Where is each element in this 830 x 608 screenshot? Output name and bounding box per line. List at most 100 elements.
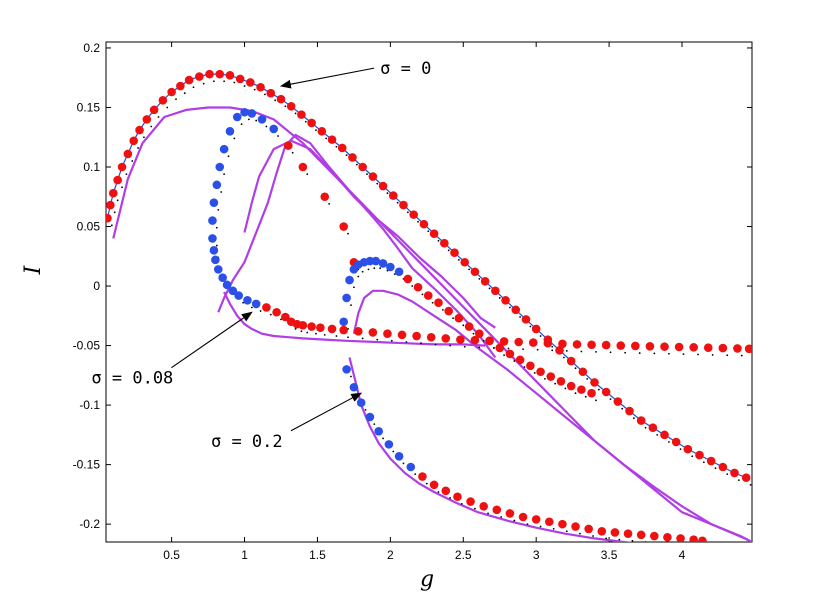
dotted-trace-point xyxy=(605,537,608,540)
marker-point xyxy=(491,286,500,296)
dotted-trace-point xyxy=(478,278,481,280)
dotted-trace-point xyxy=(417,220,419,223)
dotted-trace-point xyxy=(259,310,262,312)
marker-point xyxy=(108,188,118,198)
dotted-trace-point xyxy=(357,275,360,278)
dotted-trace-point xyxy=(253,88,256,91)
dotted-trace-point xyxy=(143,136,145,139)
marker-point xyxy=(378,259,388,268)
marker-point xyxy=(129,136,139,146)
dotted-trace-point xyxy=(574,367,577,370)
marker-point xyxy=(636,416,646,425)
dotted-trace-point xyxy=(714,467,717,470)
marker-point xyxy=(286,101,296,111)
dotted-trace-point xyxy=(478,346,481,349)
dotted-trace-point xyxy=(323,333,326,336)
dotted-trace-point xyxy=(519,316,522,318)
dotted-trace-point xyxy=(361,270,364,273)
marker-point xyxy=(142,115,152,124)
dotted-trace-point xyxy=(116,199,119,202)
y-axis-label: I xyxy=(21,264,46,275)
dotted-trace-point xyxy=(667,352,670,355)
dotted-trace-point xyxy=(300,330,303,333)
marker-point xyxy=(225,126,235,136)
dotted-trace-point xyxy=(382,437,384,440)
dotted-trace-point xyxy=(137,147,139,149)
marker-point xyxy=(543,338,553,348)
marker-point xyxy=(515,355,525,365)
dotted-trace-point xyxy=(220,191,223,193)
marker-point xyxy=(648,423,658,433)
marker-point xyxy=(566,356,576,366)
dotted-trace-point xyxy=(437,491,440,493)
marker-point xyxy=(718,343,728,353)
marker-point xyxy=(521,315,531,324)
dotted-trace-point xyxy=(367,268,370,271)
marker-point xyxy=(167,87,176,97)
marker-point xyxy=(526,361,535,371)
marker-point xyxy=(394,451,404,461)
marker-point xyxy=(418,472,427,481)
marker-point xyxy=(176,81,185,91)
marker-point xyxy=(394,267,404,277)
dotted-trace-point xyxy=(294,328,297,330)
marker-point xyxy=(441,486,451,496)
dotted-trace-point xyxy=(503,354,505,356)
marker-point xyxy=(470,267,480,277)
marker-point xyxy=(505,349,515,359)
y-tick-label: 0.05 xyxy=(77,220,101,234)
marker-point xyxy=(208,234,217,243)
marker-point xyxy=(317,126,327,136)
dotted-trace-point xyxy=(243,85,246,87)
dotted-trace-point xyxy=(644,426,647,429)
dotted-trace-point xyxy=(306,331,309,334)
marker-point xyxy=(409,210,418,219)
marker-point xyxy=(706,456,716,466)
marker-point xyxy=(209,198,219,208)
marker-point xyxy=(555,346,564,355)
dotted-trace-point xyxy=(304,120,307,123)
marker-point xyxy=(475,329,484,338)
marker-point xyxy=(426,332,436,342)
marker-point xyxy=(281,312,290,322)
dotted-trace-point xyxy=(644,541,647,542)
dotted-trace-point xyxy=(361,337,364,340)
marker-point xyxy=(601,340,611,350)
dotted-trace-point xyxy=(533,372,536,374)
marker-point xyxy=(215,69,225,79)
marker-point xyxy=(298,321,308,330)
dotted-trace-point xyxy=(684,545,686,547)
marker-point xyxy=(371,256,381,266)
dotted-trace-point xyxy=(468,268,471,271)
marker-point xyxy=(327,324,337,334)
marker-point xyxy=(374,426,383,436)
dotted-trace-point xyxy=(223,80,226,83)
marker-point xyxy=(558,519,567,529)
purple-curve-3 xyxy=(352,289,749,541)
marker-point xyxy=(219,144,229,154)
dotted-trace-point xyxy=(434,343,437,346)
dotted-trace-point xyxy=(315,129,317,131)
marker-point xyxy=(518,512,528,522)
dotted-trace-point xyxy=(551,349,554,352)
dotted-trace-point xyxy=(507,347,510,350)
dotted-trace-point xyxy=(110,224,113,227)
marker-point xyxy=(419,219,429,229)
dotted-trace-point xyxy=(726,473,729,476)
marker-point xyxy=(339,317,348,327)
marker-point xyxy=(386,262,395,272)
marker-point xyxy=(397,330,407,340)
dotted-trace-point xyxy=(192,86,195,89)
marker-point xyxy=(613,397,623,406)
axes-group: 0.5 1 1.5 2 2.5 3 3.5 4 0.2 0.15 0.1 0.05 0 -0.05 -0.1… xyxy=(73,41,753,562)
marker-point xyxy=(584,524,593,534)
marker-point xyxy=(587,388,596,398)
dotted-trace-point xyxy=(166,106,169,109)
marker-point xyxy=(464,322,474,331)
dotted-trace-point xyxy=(658,542,660,544)
marker-point xyxy=(444,306,453,316)
dotted-trace-point xyxy=(679,448,682,451)
dotted-trace-point xyxy=(350,375,352,378)
dotted-trace-point xyxy=(564,387,567,390)
marker-point xyxy=(403,274,413,284)
